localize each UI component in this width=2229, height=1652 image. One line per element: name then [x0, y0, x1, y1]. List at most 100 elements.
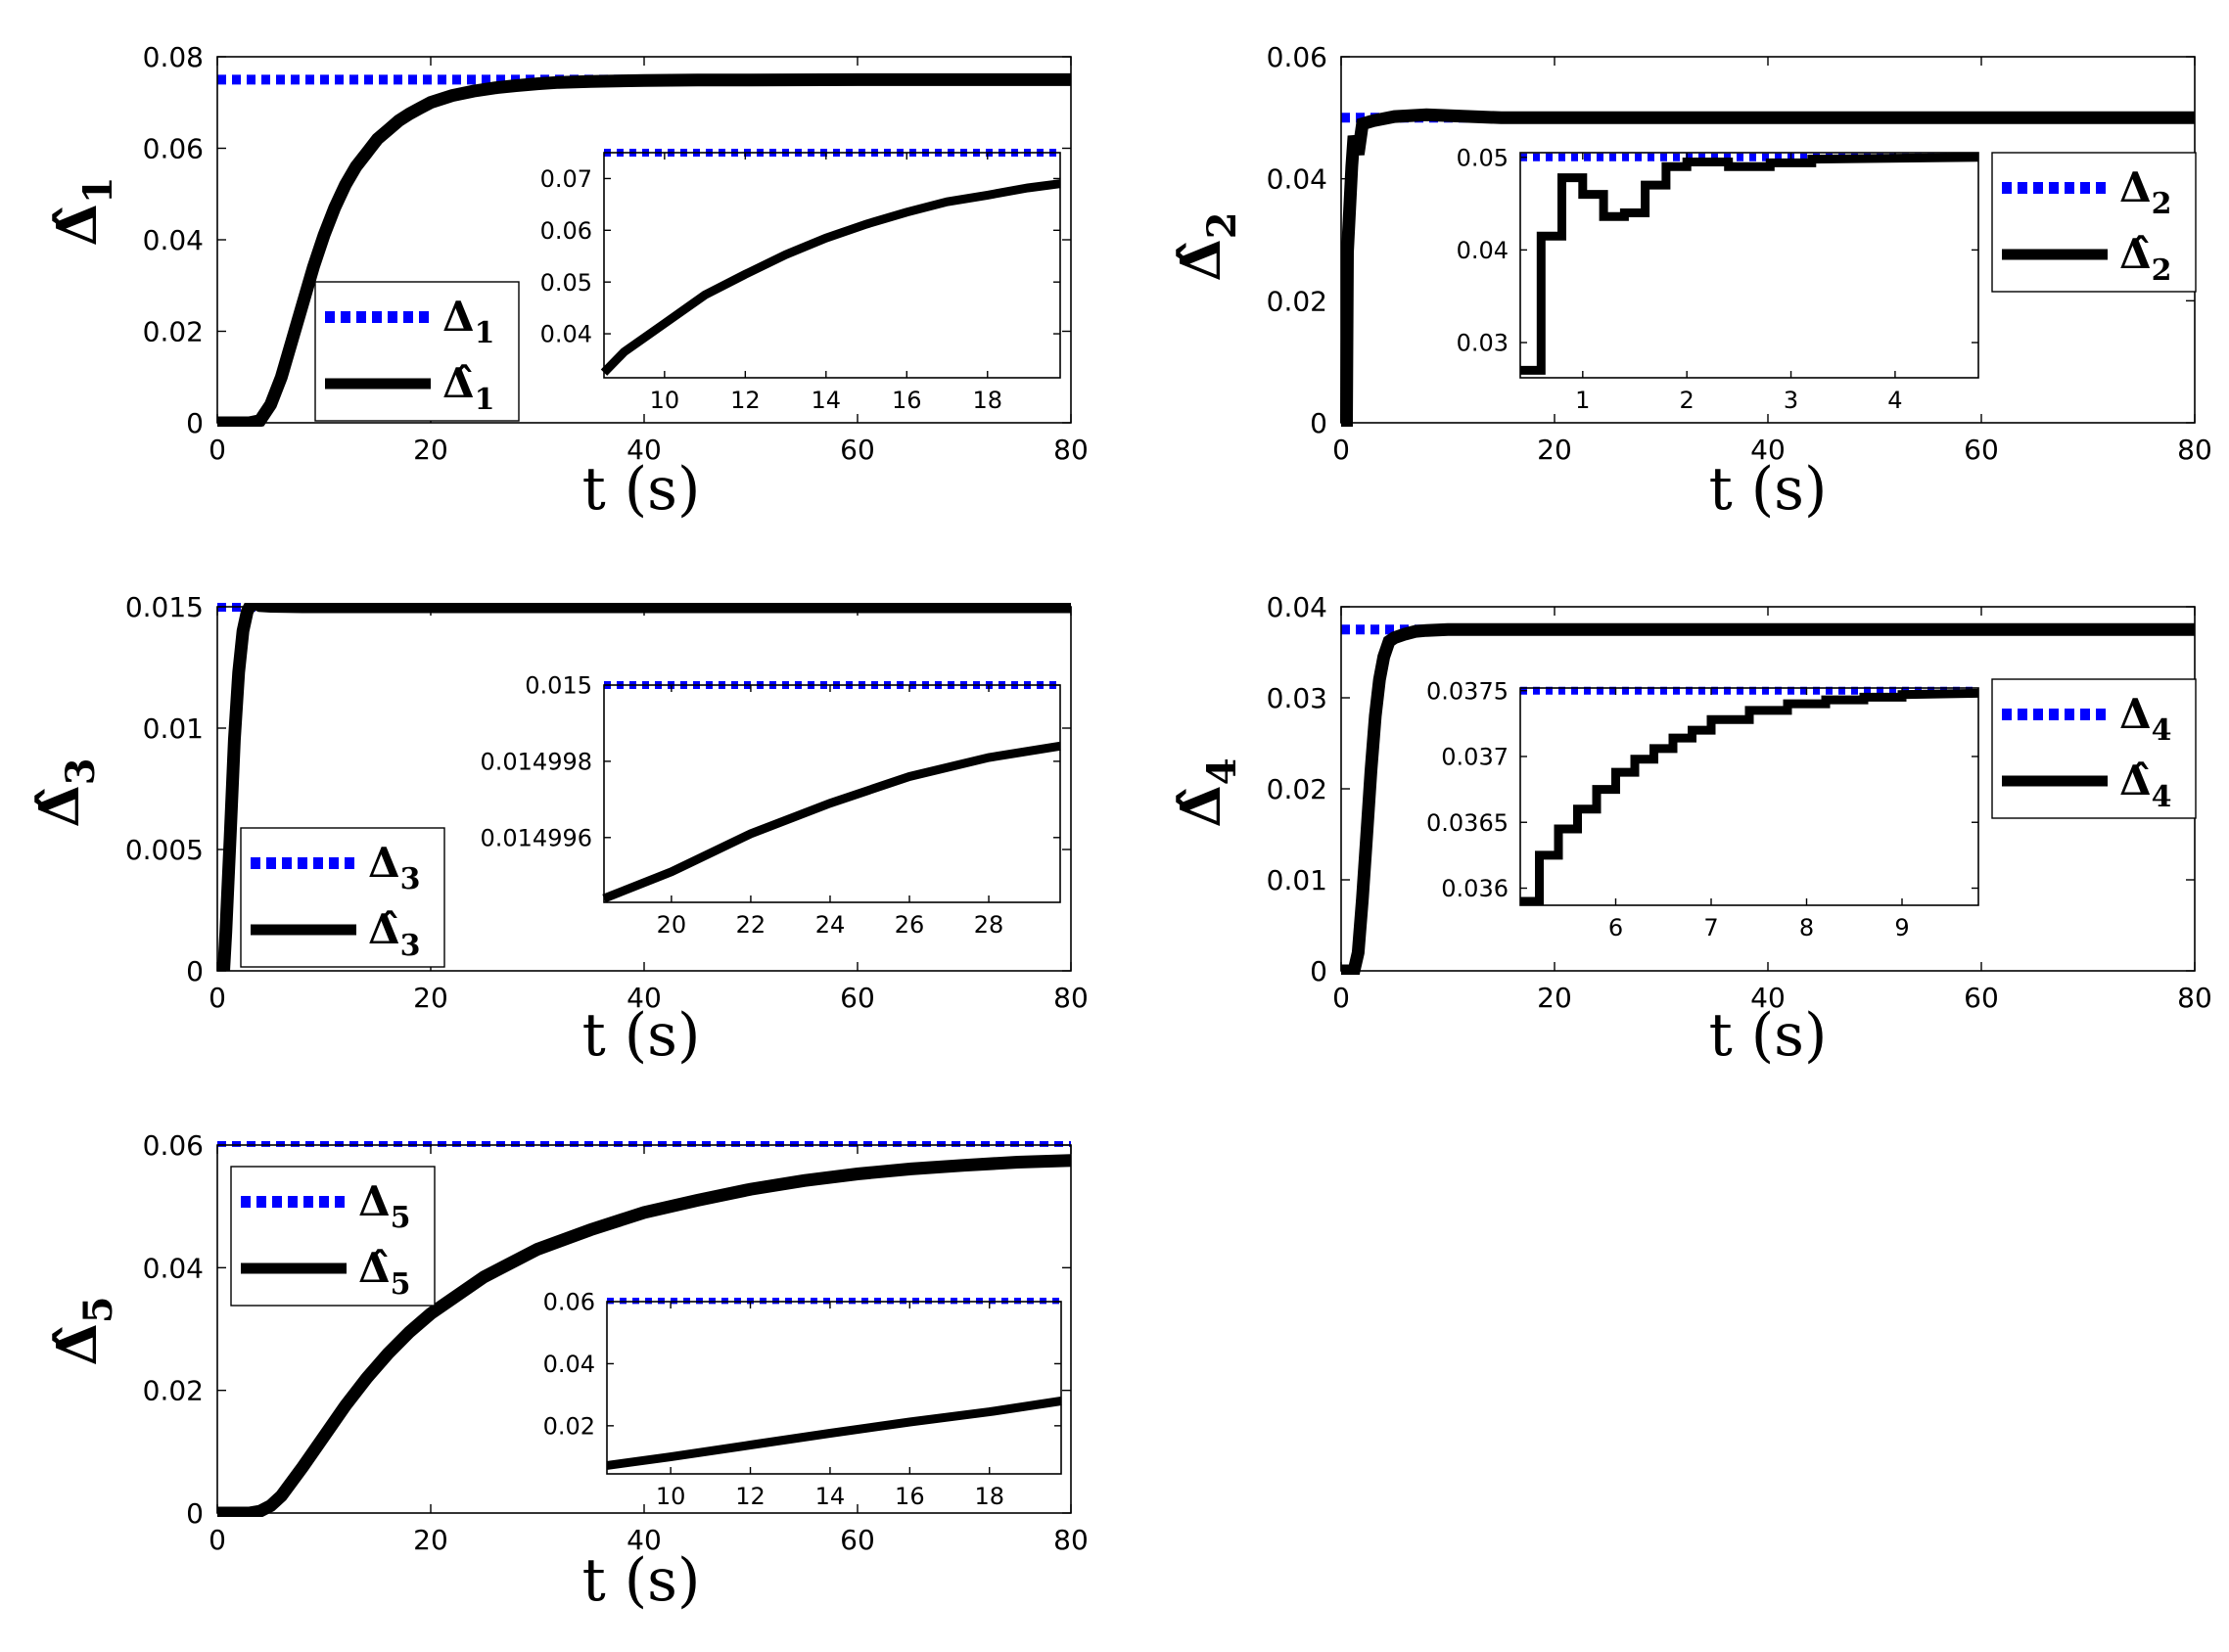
- inset-x-tick-label: 20: [657, 911, 687, 939]
- x-tick-label: 0: [209, 982, 226, 1014]
- inset-y-tick-label: 0.05: [1457, 144, 1509, 171]
- legend-label-subscript: 3: [400, 862, 421, 896]
- chart-panel-p1: 0 20 40 60 80 0 0.02 0.04 0.06 0.08 10 12 14 16 18 0.04…: [45, 41, 1089, 524]
- chart-panel-p4: 0 20 40 60 80 0 0.01 0.02 0.03 0.04 6 7 8 9 0.036 0.036…: [1169, 591, 2212, 1070]
- inset-x-tick-label: 12: [730, 387, 761, 414]
- inset-y-tick-label: 0.06: [540, 217, 592, 245]
- inset-series-group: [1520, 153, 1979, 375]
- inset-y-tick-label: 0.03: [1457, 330, 1509, 357]
- inset-y-tick-label: 0.07: [540, 165, 592, 193]
- legend-label-base: Δ: [442, 293, 475, 341]
- legend-label-base: Δ̂: [2119, 757, 2152, 804]
- x-tick-label: 80: [2177, 982, 2212, 1014]
- legend-label-base: Δ: [358, 1177, 391, 1225]
- legend-label-base: Δ: [2119, 690, 2152, 738]
- inset-estimate-line-1: [602, 741, 1061, 903]
- y-axis-label-base: Δ̂: [1169, 239, 1233, 281]
- y-axis-label: Δ̂3: [27, 757, 104, 827]
- x-tick-label: 80: [2177, 434, 2212, 466]
- y-tick-label: 0.02: [143, 316, 204, 348]
- y-tick-label: 0.01: [143, 712, 204, 745]
- legend-label-subscript: 1: [475, 316, 495, 350]
- x-tick-label: 60: [1964, 982, 1999, 1014]
- x-tick-label: 40: [1750, 434, 1786, 466]
- inset-x-tick-label: 16: [892, 387, 922, 414]
- x-tick-label: 40: [1750, 982, 1786, 1014]
- x-tick-label: 40: [627, 1524, 662, 1556]
- y-tick-label: 0.08: [143, 41, 204, 73]
- x-tick-label: 20: [413, 1524, 448, 1556]
- series-group: [1340, 108, 2195, 427]
- y-tick-label: 0.06: [1267, 41, 1327, 73]
- inset-y-tick-label: 0.0375: [1426, 677, 1509, 705]
- inset-chart: 1 2 3 4 0.03 0.04 0.05: [1457, 144, 1979, 414]
- inset-x-tick-label: 14: [815, 1483, 846, 1510]
- legend-label-base: Δ̂: [358, 1244, 391, 1292]
- inset-y-tick-label: 0.04: [540, 321, 592, 348]
- inset-x-tick-label: 18: [972, 387, 1002, 414]
- legend-label-subscript: 3: [400, 929, 421, 963]
- legend-label-base: Δ̂: [2119, 230, 2152, 278]
- legend-box: [240, 827, 445, 968]
- inset-x-tick-label: 2: [1680, 387, 1695, 414]
- inset-series-group: [602, 681, 1061, 903]
- inset-chart: 10 12 14 16 18 0.04 0.05 0.06 0.07: [540, 149, 1061, 414]
- inset-axes-frame: [1519, 152, 1979, 379]
- inset-x-tick-label: 24: [815, 911, 846, 939]
- inset-x-tick-label: 4: [1887, 387, 1902, 414]
- estimate-line-1: [217, 72, 1071, 427]
- inset-estimate-line-1: [1520, 688, 1979, 906]
- inset-y-tick-label: 0.037: [1441, 744, 1509, 771]
- x-tick-label: 60: [840, 982, 875, 1014]
- inset-x-tick-label: 12: [735, 1483, 766, 1510]
- y-tick-label: 0: [186, 955, 204, 987]
- y-tick-label: 0.005: [125, 834, 204, 866]
- series-group: [217, 1141, 1072, 1517]
- y-axis-label-base: Δ̂: [45, 1323, 110, 1365]
- legend-label-base: Δ: [2119, 163, 2152, 211]
- x-tick-label: 20: [1537, 434, 1572, 466]
- legend-label-0: Δ4: [2119, 690, 2171, 748]
- x-axis-label: t (s): [582, 455, 701, 524]
- y-tick-label: 0.04: [1267, 591, 1327, 623]
- inset-plot-area: [1520, 153, 1978, 378]
- inset-axes-frame: [603, 152, 1061, 379]
- y-tick-label: 0.04: [143, 1252, 204, 1284]
- inset-axes-frame: [606, 1301, 1062, 1475]
- inset-x-tick-label: 14: [812, 387, 842, 414]
- x-tick-label: 20: [413, 982, 448, 1014]
- legend-label-1: Δ̂2: [2119, 230, 2171, 288]
- y-tick-label: 0.02: [1267, 285, 1327, 317]
- legend-label-subscript: 5: [391, 1201, 411, 1235]
- inset-x-tick-label: 10: [650, 387, 680, 414]
- y-axis-label-subscript: 1: [75, 176, 121, 204]
- y-tick-label: 0.06: [143, 1129, 204, 1162]
- x-tick-label: 0: [1332, 982, 1350, 1014]
- inset-x-tick-label: 22: [736, 911, 766, 939]
- inset-x-tick-label: 18: [974, 1483, 1004, 1510]
- x-axis-label: t (s): [1709, 1001, 1828, 1070]
- x-tick-label: 20: [1537, 982, 1572, 1014]
- y-tick-label: 0: [1310, 955, 1327, 987]
- x-tick-label: 20: [413, 434, 448, 466]
- inset-y-tick-label: 0.06: [543, 1289, 595, 1316]
- inset-y-tick-label: 0.0365: [1426, 809, 1509, 837]
- legend-box: [1991, 678, 2197, 819]
- inset-y-tick-label: 0.014996: [480, 824, 592, 851]
- estimate-line-1: [1340, 108, 2195, 427]
- legend-label-subscript: 1: [475, 383, 495, 417]
- inset-estimate-line-1: [1520, 153, 1979, 375]
- inset-y-tick-label: 0.02: [543, 1412, 595, 1440]
- legend-label-1: Δ̂3: [368, 905, 420, 963]
- legend-label-subscript: 4: [2152, 780, 2172, 814]
- inset-axes-frame: [603, 684, 1061, 903]
- y-tick-label: 0: [186, 1497, 204, 1530]
- inset-estimate-line-1: [606, 1397, 1062, 1470]
- y-tick-label: 0.04: [1267, 163, 1327, 196]
- legend-label-base: Δ̂: [368, 905, 400, 953]
- series-group: [1341, 622, 2195, 975]
- legend-label-0: Δ2: [2119, 163, 2171, 221]
- inset-x-tick-label: 6: [1608, 914, 1623, 941]
- y-axis-label: Δ̂2: [1169, 211, 1245, 281]
